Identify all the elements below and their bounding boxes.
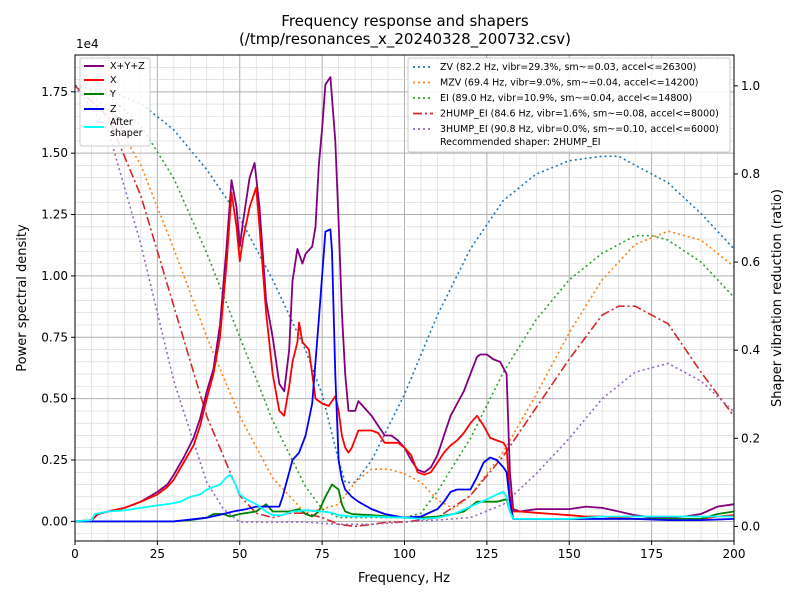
y-tick-label: 0.50 (41, 392, 68, 406)
legend-shapers: ZV (82.2 Hz, vibr=29.3%, sm~=0.03, accel… (407, 57, 731, 153)
x-tick-label: 75 (314, 547, 329, 561)
psd-curves (74, 76, 735, 523)
legend-shaper-label: 2HUMP_EI (84.6 Hz, vibr=1.6%, sm~=0.08, … (440, 109, 719, 120)
x-tick-label: 150 (558, 547, 581, 561)
legend-psd-label: X+Y+Z (110, 61, 145, 72)
psd-line (74, 186, 735, 523)
legend-shaper-label: ZV (82.2 Hz, vibr=29.3%, sm~=0.03, accel… (440, 62, 696, 73)
y-right-tick-label: 0.0 (741, 519, 760, 533)
legend-shapers-box (407, 57, 731, 153)
shaper-line (74, 85, 735, 515)
shaper-line (74, 85, 735, 526)
legend-shaper-label: MZV (69.4 Hz, vibr=9.0%, sm~=0.04, accel… (440, 78, 699, 89)
legend-shaper-label: 3HUMP_EI (90.8 Hz, vibr=0.0%, sm~=0.10, … (440, 124, 719, 135)
y-axis-label: Power spectral density (15, 224, 30, 372)
psd-line (75, 228, 735, 523)
recommended-shaper-note: Recommended shaper: 2HUMP_EI (440, 137, 601, 148)
psd-line (74, 473, 734, 523)
legend-psd-label: Y (109, 89, 116, 100)
shaper-line (74, 85, 735, 528)
legend-psd-label: shaper (110, 128, 143, 139)
y-tick-label: 1.75 (41, 85, 68, 99)
x-tick-label: 50 (232, 547, 247, 561)
legend-psd-label: X (110, 75, 117, 86)
x-tick-label: 25 (150, 547, 165, 561)
y-tick-label: 1.50 (41, 146, 68, 160)
x-axis-label: Frequency, Hz (358, 571, 450, 586)
x-tick-label: 125 (475, 547, 498, 561)
x-tick-label: 100 (393, 547, 416, 561)
y-right-tick-label: 0.4 (741, 343, 760, 357)
x-axis-ticks: 0 25 50 75 100 125 150 175 200 (71, 541, 745, 561)
chart-subtitle: (/tmp/resonances_x_20240328_200732.csv) (239, 30, 571, 49)
x-tick-label: 200 (723, 547, 746, 561)
y-tick-label: 0.25 (41, 453, 68, 467)
legend-psd-label: Z (110, 104, 117, 115)
legend-psd-label: After (110, 117, 133, 128)
y-tick-label: 0.00 (41, 514, 68, 528)
x-tick-label: 0 (71, 547, 79, 561)
y-axis-multiplier: 1e4 (76, 37, 99, 51)
y-right-tick-label: 0.6 (741, 255, 760, 269)
grid (74, 55, 735, 541)
y-right-axis-label: Shaper vibration reduction (ratio) (770, 189, 785, 407)
legend-shaper-label: EI (89.0 Hz, vibr=10.9%, sm~=0.04, accel… (440, 93, 692, 104)
x-tick-label: 175 (640, 547, 663, 561)
y-right-tick-label: 0.2 (741, 431, 760, 445)
y-right-tick-label: 1.0 (741, 79, 760, 93)
y-right-axis-ticks: 0.0 0.2 0.4 0.6 0.8 1.0 (734, 79, 760, 533)
chart-title: Frequency response and shapers (281, 12, 529, 30)
y-tick-label: 1.25 (41, 208, 68, 222)
y-axis-ticks: 0.00 0.25 0.50 0.75 1.00 1.25 1.50 1.75 (41, 85, 75, 528)
y-right-tick-label: 0.8 (741, 167, 760, 181)
y-tick-label: 1.00 (41, 269, 68, 283)
y-tick-label: 0.75 (41, 330, 68, 344)
